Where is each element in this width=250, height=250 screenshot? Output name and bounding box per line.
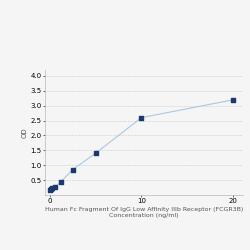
Point xyxy=(50,186,54,190)
Y-axis label: OD: OD xyxy=(22,127,28,138)
Point xyxy=(53,185,57,189)
Point xyxy=(49,187,53,191)
Point xyxy=(94,151,98,155)
Point xyxy=(70,168,74,172)
Point xyxy=(59,180,63,184)
Point xyxy=(140,116,143,119)
Point xyxy=(231,98,235,102)
X-axis label: Human Fc Fragment Of IgG Low Affinity IIIb Receptor (FCGR3B)
Concentration (ng/m: Human Fc Fragment Of IgG Low Affinity II… xyxy=(44,207,243,218)
Point xyxy=(48,188,52,192)
